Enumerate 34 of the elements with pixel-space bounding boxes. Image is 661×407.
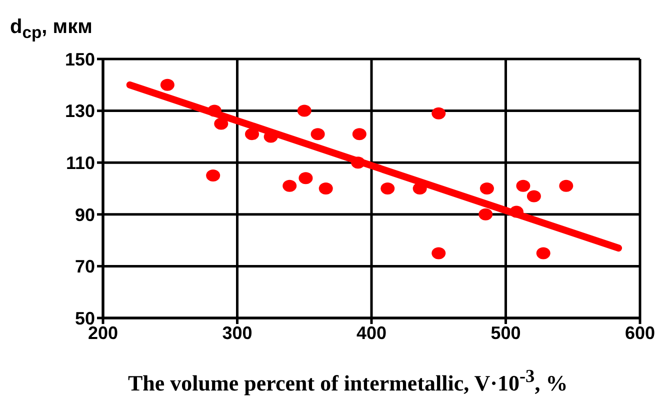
point <box>351 156 366 169</box>
point <box>526 190 541 202</box>
point <box>516 180 530 192</box>
point <box>297 104 312 117</box>
y-tick-label: 110 <box>66 152 95 173</box>
point <box>318 182 333 194</box>
point <box>380 182 395 194</box>
point <box>352 128 366 140</box>
point <box>214 118 228 130</box>
x-tick-label: 500 <box>490 322 521 343</box>
point <box>480 182 494 194</box>
point <box>160 78 174 91</box>
y-tick-label: 90 <box>74 204 95 225</box>
point <box>536 247 550 260</box>
point <box>245 128 260 140</box>
x-axis-title: The volume percent of intermetallic, V·10$^{-3}$, % <box>128 366 568 396</box>
point <box>509 206 524 218</box>
point <box>412 182 427 194</box>
y-axis-title: d$_{ср}$, мкм <box>10 16 92 43</box>
point <box>206 170 220 182</box>
y-tick-label: 130 <box>64 101 95 122</box>
point <box>559 180 574 192</box>
y-tick-label: 150 <box>64 49 95 70</box>
point <box>432 107 446 120</box>
point <box>282 180 297 192</box>
x-tick-label: 300 <box>222 322 252 343</box>
x-tick-label: 600 <box>624 322 656 343</box>
point <box>478 208 493 220</box>
point <box>207 104 222 117</box>
point <box>432 247 446 260</box>
x-tick-label: 400 <box>356 322 387 343</box>
point <box>310 128 325 140</box>
point <box>298 172 313 184</box>
y-tick-label: 70 <box>74 256 95 277</box>
